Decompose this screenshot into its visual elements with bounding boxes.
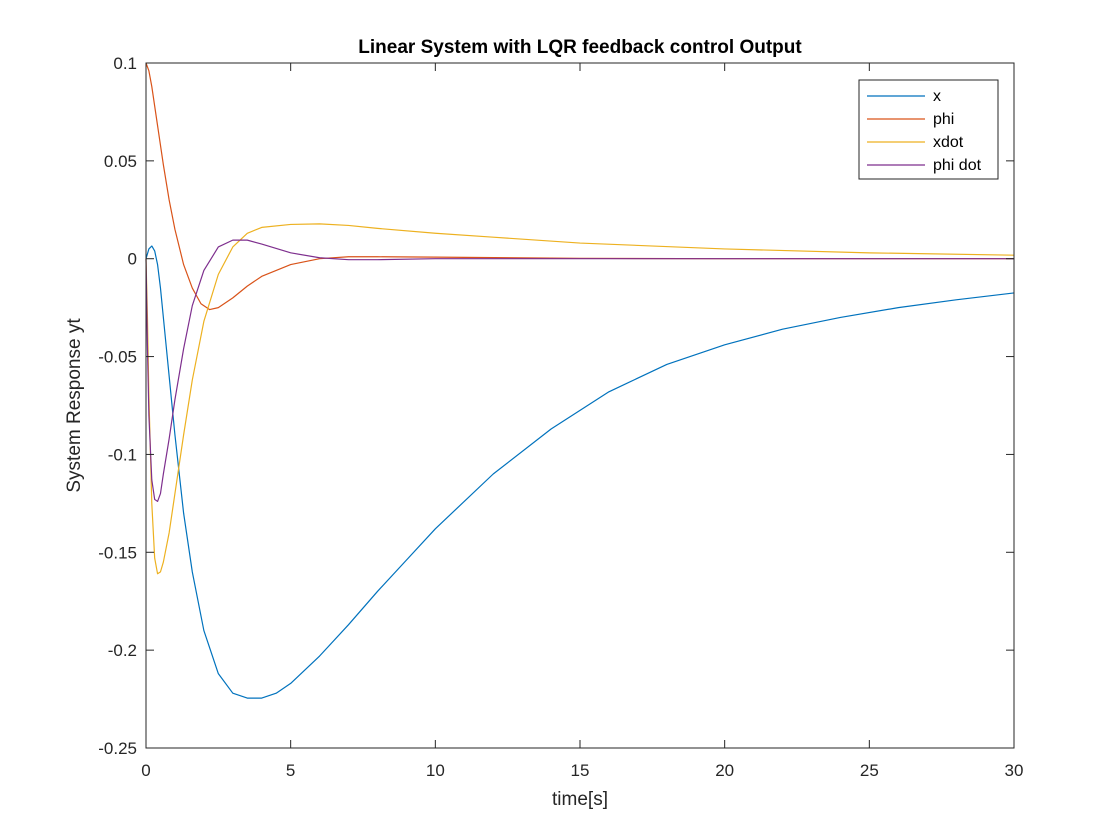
chart-title: Linear System with LQR feedback control … (358, 37, 802, 58)
x-axis: 0 5 10 15 20 25 30 (141, 63, 1023, 780)
legend-label: phi dot (933, 157, 982, 174)
legend-label: phi (933, 111, 954, 128)
y-tick-label: -0.05 (98, 348, 137, 367)
series-line-phi (145, 62, 1014, 311)
series-line-xdot (145, 223, 1015, 575)
series-line-phi-dot (145, 239, 1014, 502)
y-tick-label: 0 (128, 250, 137, 269)
y-axis-label: System Response yt (64, 318, 85, 493)
x-axis-label: time[s] (552, 789, 608, 810)
y-tick-label: 0.1 (113, 54, 137, 73)
series-layer (145, 62, 1015, 699)
y-axis: -0.25 -0.2 -0.15 -0.1 -0.05 0 0.05 0.1 (98, 54, 1014, 758)
legend-label: x (933, 88, 941, 105)
series-line-x (145, 245, 1015, 699)
y-tick-label: -0.15 (98, 543, 137, 562)
y-tick-label: -0.2 (108, 641, 137, 660)
y-tick-label: -0.1 (108, 445, 137, 464)
y-tick-label: 0.05 (104, 152, 137, 171)
legend: x phi xdot phi dot (858, 79, 999, 180)
x-tick-label: 30 (1005, 761, 1024, 780)
x-tick-label: 15 (571, 761, 590, 780)
legend-label: xdot (933, 134, 964, 151)
x-tick-label: 25 (860, 761, 879, 780)
y-tick-label: -0.25 (98, 739, 137, 758)
x-tick-label: 20 (715, 761, 734, 780)
x-tick-label: 0 (141, 761, 150, 780)
x-tick-label: 10 (426, 761, 445, 780)
x-tick-label: 5 (286, 761, 295, 780)
